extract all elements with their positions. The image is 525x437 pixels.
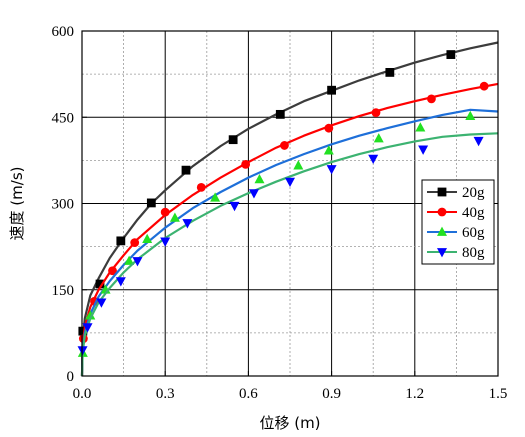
legend-item: 80g xyxy=(427,245,485,261)
x-tick-label: 0.0 xyxy=(73,386,92,402)
y-tick-label: 600 xyxy=(52,24,75,40)
ticks: 0.0 0.3 0.6 0.9 1.2 1.5 0 150 300 450 600 xyxy=(52,24,508,402)
data-point xyxy=(254,173,265,184)
data-point xyxy=(160,237,171,247)
legend-marker xyxy=(437,226,447,236)
data-point xyxy=(418,145,429,155)
data-point xyxy=(181,165,191,175)
legend-item: 40g xyxy=(427,205,485,221)
data-point xyxy=(371,108,381,118)
data-point xyxy=(124,255,135,265)
data-point xyxy=(326,165,337,175)
y-tick-label: 450 xyxy=(52,110,75,126)
data-point xyxy=(196,183,206,192)
data-point xyxy=(415,122,426,132)
series-line xyxy=(80,108,499,377)
data-point xyxy=(465,110,476,120)
data-point xyxy=(368,154,379,165)
data-point xyxy=(229,201,240,212)
series-60g xyxy=(77,108,499,377)
series-80g xyxy=(77,132,499,377)
data-point xyxy=(95,279,105,289)
legend-item: 60g xyxy=(427,225,485,241)
data-point xyxy=(323,145,334,155)
legend-item: 20g xyxy=(427,185,485,201)
data-point xyxy=(115,277,126,287)
series-layer xyxy=(77,41,499,377)
legend: 20g 40g 60g 80g xyxy=(421,179,495,265)
data-point xyxy=(210,192,221,202)
x-tick-label: 0.6 xyxy=(239,386,258,402)
y-tick-label: 150 xyxy=(52,283,75,299)
data-point xyxy=(169,212,180,222)
data-point xyxy=(78,326,88,336)
x-axis-title: 位移 (m) xyxy=(259,414,320,432)
data-point xyxy=(373,133,384,143)
data-point xyxy=(85,310,96,320)
data-point xyxy=(182,219,193,229)
data-point xyxy=(82,323,93,333)
series-line xyxy=(80,132,499,377)
data-point xyxy=(479,81,489,91)
data-point xyxy=(160,207,170,217)
data-point xyxy=(324,123,334,133)
data-point xyxy=(280,141,289,150)
legend-label: 40g xyxy=(462,205,485,221)
series-line xyxy=(80,41,499,377)
data-point xyxy=(327,85,336,95)
data-point xyxy=(146,198,156,208)
data-point xyxy=(293,160,304,170)
data-point xyxy=(108,266,117,276)
data-point xyxy=(116,236,126,246)
data-point xyxy=(446,50,456,59)
y-tick-label: 0 xyxy=(67,369,75,385)
data-point xyxy=(248,189,259,199)
x-tick-label: 1.2 xyxy=(405,386,424,402)
data-point xyxy=(285,177,295,188)
series-40g xyxy=(78,81,499,377)
y-tick-label: 300 xyxy=(52,197,75,213)
data-point xyxy=(132,257,143,267)
x-tick-label: 0.3 xyxy=(156,386,175,402)
legend-label: 80g xyxy=(462,245,485,261)
x-tick-label: 0.9 xyxy=(322,386,341,402)
series-20g xyxy=(78,41,499,377)
data-point xyxy=(427,94,436,104)
data-point xyxy=(473,136,484,147)
legend-box xyxy=(421,179,495,265)
legend-label: 60g xyxy=(462,225,485,241)
legend-marker xyxy=(437,187,447,197)
legend-label: 20g xyxy=(462,185,485,201)
legend-marker xyxy=(437,248,447,258)
legend-marker xyxy=(437,207,447,217)
data-point xyxy=(275,109,285,119)
data-point xyxy=(241,160,251,169)
data-point xyxy=(385,68,395,77)
data-point xyxy=(130,238,140,248)
data-point xyxy=(228,135,238,145)
y-axis-title: 速度 (m/s) xyxy=(8,167,26,241)
data-point xyxy=(96,298,107,308)
x-tick-label: 1.5 xyxy=(489,386,508,402)
data-point xyxy=(142,233,153,244)
